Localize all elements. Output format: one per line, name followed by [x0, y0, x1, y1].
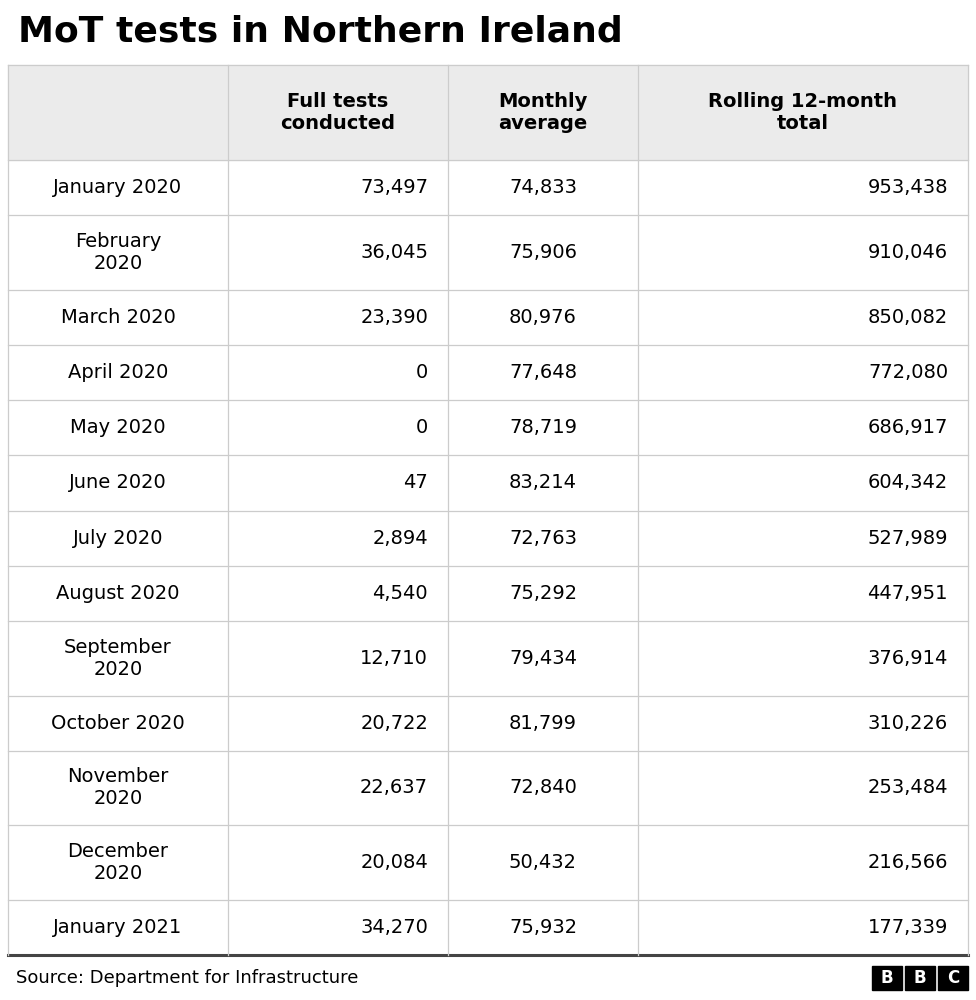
- Text: 953,438: 953,438: [868, 178, 948, 197]
- Text: B: B: [880, 969, 893, 987]
- Text: 686,917: 686,917: [868, 418, 948, 437]
- Text: January 2021: January 2021: [54, 918, 183, 937]
- Text: 376,914: 376,914: [868, 649, 948, 668]
- Text: 72,763: 72,763: [509, 529, 577, 548]
- Text: B: B: [914, 969, 926, 987]
- Text: 527,989: 527,989: [868, 529, 948, 548]
- Text: 910,046: 910,046: [868, 243, 948, 262]
- Text: January 2020: January 2020: [54, 178, 183, 197]
- Text: 447,951: 447,951: [868, 584, 948, 603]
- Text: 80,976: 80,976: [509, 308, 577, 327]
- Text: 253,484: 253,484: [868, 778, 948, 797]
- Text: 604,342: 604,342: [868, 473, 948, 492]
- Text: December
2020: December 2020: [67, 842, 169, 883]
- Bar: [8, 65, 968, 160]
- Text: 0: 0: [416, 363, 428, 382]
- Text: August 2020: August 2020: [57, 584, 180, 603]
- Text: Full tests
conducted: Full tests conducted: [280, 92, 395, 133]
- Text: 36,045: 36,045: [360, 243, 428, 262]
- Text: 850,082: 850,082: [868, 308, 948, 327]
- Text: 177,339: 177,339: [868, 918, 948, 937]
- Text: Rolling 12-month
total: Rolling 12-month total: [709, 92, 898, 133]
- Text: 78,719: 78,719: [509, 418, 577, 437]
- Text: April 2020: April 2020: [67, 363, 168, 382]
- Text: September
2020: September 2020: [64, 638, 172, 679]
- Text: C: C: [947, 969, 959, 987]
- Text: 74,833: 74,833: [509, 178, 577, 197]
- Text: 77,648: 77,648: [509, 363, 577, 382]
- Text: 75,906: 75,906: [509, 243, 577, 262]
- Text: March 2020: March 2020: [61, 308, 176, 327]
- Text: 20,722: 20,722: [360, 714, 428, 733]
- Text: 75,292: 75,292: [508, 584, 577, 603]
- Text: July 2020: July 2020: [73, 529, 163, 548]
- Text: 73,497: 73,497: [360, 178, 428, 197]
- Text: 20,084: 20,084: [360, 853, 428, 872]
- Text: 75,932: 75,932: [508, 918, 577, 937]
- Text: 12,710: 12,710: [360, 649, 428, 668]
- Text: 2,894: 2,894: [373, 529, 428, 548]
- Text: February
2020: February 2020: [75, 232, 161, 273]
- Text: 79,434: 79,434: [509, 649, 577, 668]
- Bar: [905, 966, 935, 990]
- Text: June 2020: June 2020: [69, 473, 167, 492]
- Text: November
2020: November 2020: [67, 767, 169, 808]
- Text: 50,432: 50,432: [509, 853, 577, 872]
- Text: 216,566: 216,566: [868, 853, 948, 872]
- Text: 72,840: 72,840: [509, 778, 577, 797]
- Text: 34,270: 34,270: [360, 918, 428, 937]
- Text: October 2020: October 2020: [51, 714, 184, 733]
- Text: 22,637: 22,637: [360, 778, 428, 797]
- Text: May 2020: May 2020: [70, 418, 166, 437]
- Bar: [938, 966, 968, 990]
- Text: 81,799: 81,799: [509, 714, 577, 733]
- Text: Source: Department for Infrastructure: Source: Department for Infrastructure: [16, 969, 358, 987]
- Text: 310,226: 310,226: [868, 714, 948, 733]
- Text: 47: 47: [403, 473, 428, 492]
- Text: MoT tests in Northern Ireland: MoT tests in Northern Ireland: [18, 15, 623, 49]
- Bar: [872, 966, 902, 990]
- Text: 772,080: 772,080: [868, 363, 948, 382]
- Text: 4,540: 4,540: [373, 584, 428, 603]
- Text: Monthly
average: Monthly average: [499, 92, 588, 133]
- Text: 0: 0: [416, 418, 428, 437]
- Text: 23,390: 23,390: [360, 308, 428, 327]
- Text: 83,214: 83,214: [509, 473, 577, 492]
